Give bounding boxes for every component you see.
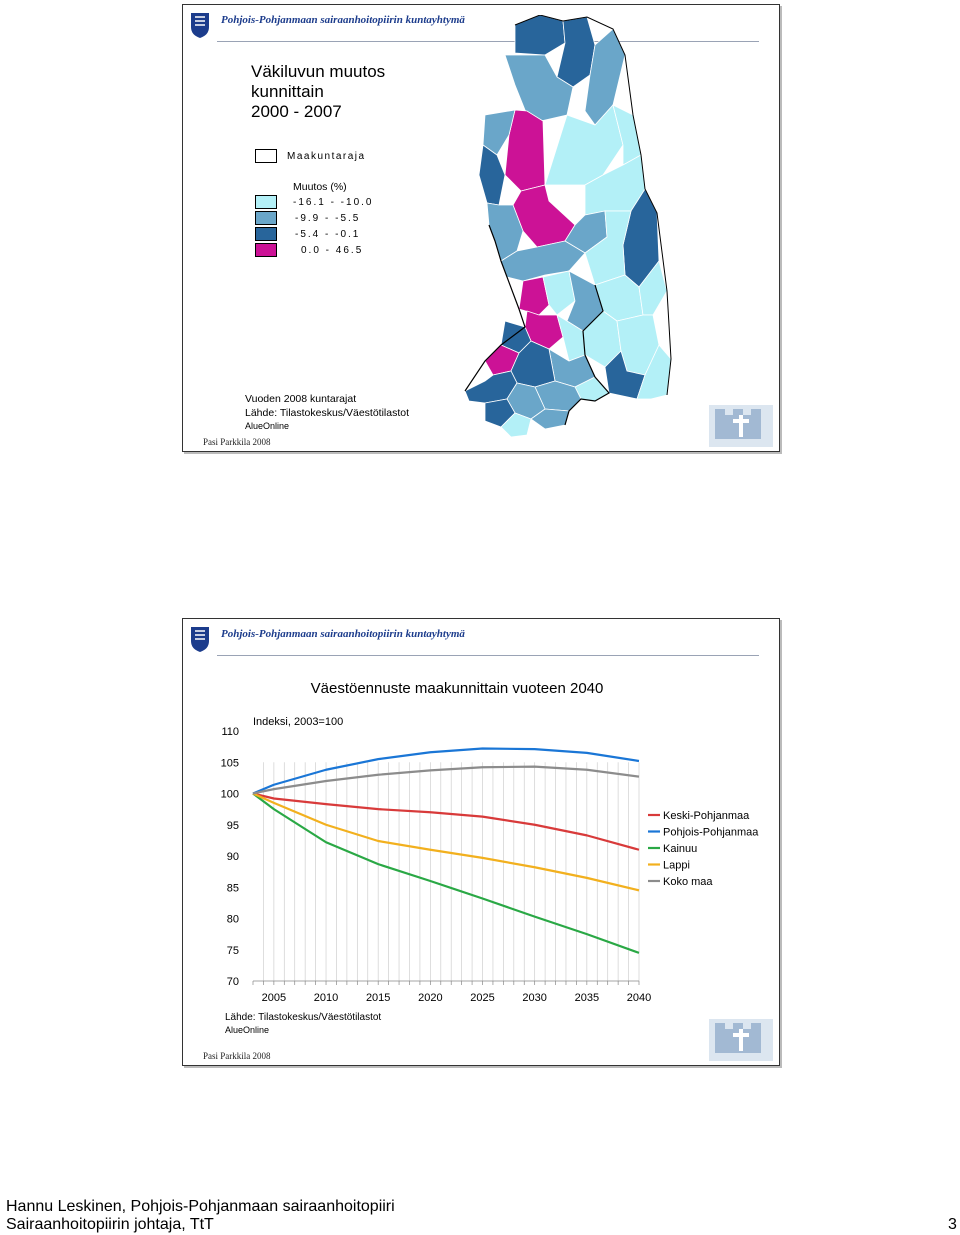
x-tick-label: 2010	[314, 992, 338, 1004]
legend-label: Lappi	[663, 860, 690, 872]
map-title-line: 2000 - 2007	[251, 102, 342, 121]
municipality-region	[512, 184, 576, 248]
x-tick-label: 2020	[418, 992, 442, 1004]
boundary-legend-swatch	[255, 149, 277, 163]
legend-label: 0.0 - 46.5	[301, 245, 364, 256]
legend-label: Keski-Pohjanmaa	[663, 810, 750, 822]
series-line	[252, 792, 640, 851]
y-tick-label: 75	[227, 945, 239, 957]
municipality-region	[500, 240, 586, 282]
map-title: Väkiluvun muutos kunnittain 2000 - 2007	[251, 62, 385, 122]
y-tick-label: 85	[227, 882, 239, 894]
author-credit: Pasi Parkkila 2008	[203, 1051, 271, 1061]
map-slide: Pohjois-Pohjanmaan sairaanhoitopiirin ku…	[182, 4, 780, 452]
municipality-region	[514, 15, 566, 56]
legend-label: Kainuu	[663, 843, 697, 855]
hospital-district-logo-icon	[191, 13, 209, 38]
boundary-legend-label: Maakuntaraja	[287, 151, 366, 162]
population-forecast-chart: Väestöennuste maakunnittain vuoteen 2040…	[221, 680, 760, 1004]
legend-swatch	[255, 243, 277, 257]
series-line	[252, 792, 640, 954]
axis-layer: 2005 2010 2015 2020 2025 2030 2035 2040 70 75 80 85…	[221, 726, 652, 1004]
header-text: Pohjois-Pohjanmaan sairaanhoitopiirin ku…	[221, 14, 465, 26]
corner-logo-icon	[709, 405, 773, 447]
slide-header: Pohjois-Pohjanmaan sairaanhoitopiirin ku…	[189, 625, 759, 657]
y-tick-label: 100	[221, 789, 239, 801]
chart-source: Lähde: Tilastokeskus/Väestötilastot	[225, 1012, 382, 1023]
y-tick-label: 80	[227, 914, 239, 926]
region-boundary-line	[464, 224, 526, 392]
municipality-region	[482, 109, 516, 156]
alueonline-label: AlueOnline	[245, 421, 290, 431]
header-text: Pohjois-Pohjanmaan sairaanhoitopiirin ku…	[221, 628, 465, 640]
municipality-region	[500, 412, 532, 438]
municipality-region	[478, 144, 506, 206]
series-line	[252, 747, 640, 795]
municipality-region	[504, 54, 574, 126]
municipality-region	[542, 270, 576, 316]
header-rule	[217, 655, 759, 656]
author-credit: Pasi Parkkila 2008	[203, 437, 271, 447]
x-tick-label: 2005	[262, 992, 286, 1004]
slide-header: Pohjois-Pohjanmaan sairaanhoitopiirin ku…	[189, 11, 759, 43]
page-number: 3	[948, 1216, 957, 1233]
grid-layer	[263, 762, 640, 981]
hospital-district-logo-icon	[191, 627, 209, 652]
municipality-map	[464, 15, 672, 438]
municipality-region	[638, 260, 668, 316]
legend-label: -5.4 - -0.1	[295, 229, 361, 240]
x-tick-label: 2015	[366, 992, 390, 1004]
series-line	[252, 792, 640, 892]
chart-slide: Pohjois-Pohjanmaan sairaanhoitopiirin ku…	[182, 618, 780, 1066]
legend-swatch	[255, 195, 277, 209]
map-source-line: Vuoden 2008 kuntarajat	[245, 393, 357, 405]
municipality-region	[518, 276, 550, 316]
x-tick-label: 2040	[627, 992, 651, 1004]
map-title-line: kunnittain	[251, 82, 324, 101]
map-source-line: Lähde: Tilastokeskus/Väestötilastot	[245, 407, 410, 419]
chart-subtitle: Indeksi, 2003=100	[253, 716, 343, 728]
country-border-line	[514, 15, 672, 396]
corner-logo-icon	[709, 1019, 773, 1061]
y-tick-label: 95	[227, 820, 239, 832]
y-tick-label: 105	[221, 757, 239, 769]
header-rule	[217, 41, 759, 42]
x-tick-label: 2025	[470, 992, 494, 1004]
chart-legend: Keski-Pohjanmaa Pohjois-Pohjanmaa Kainuu La…	[648, 810, 759, 888]
map-title-line: Väkiluvun muutos	[251, 62, 386, 81]
y-tick-label: 90	[227, 851, 239, 863]
region-boundary-line	[564, 284, 610, 426]
footer-line-1: Hannu Leskinen, Pohjois-Pohjanmaan saira…	[6, 1198, 395, 1215]
legend-label: -9.9 - -5.5	[295, 213, 361, 224]
series-line	[252, 765, 640, 795]
footer-line-2: Sairaanhoitopiirin johtaja, TtT	[6, 1216, 214, 1233]
y-tick-label: 110	[221, 726, 239, 738]
x-tick-label: 2030	[522, 992, 546, 1004]
alueonline-label: AlueOnline	[225, 1025, 270, 1035]
legend-swatch	[255, 227, 277, 241]
legend-label: Pohjois-Pohjanmaa	[663, 827, 759, 839]
legend-swatch	[255, 211, 277, 225]
legend-label: -16.1 - -10.0	[293, 197, 374, 208]
x-tick-label: 2035	[575, 992, 599, 1004]
series-layer	[252, 747, 640, 954]
legend-title: Muutos (%)	[293, 181, 347, 193]
chart-title: Väestöennuste maakunnittain vuoteen 2040	[311, 680, 604, 697]
y-tick-label: 70	[227, 976, 239, 988]
legend-label: Koko maa	[663, 876, 713, 888]
